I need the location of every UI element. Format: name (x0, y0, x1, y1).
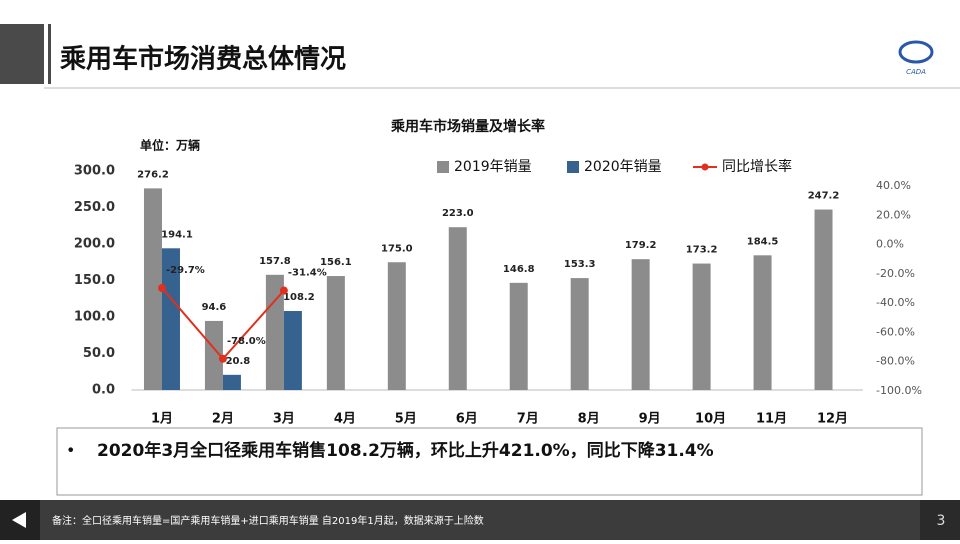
legend-label: 2020年销量 (584, 159, 662, 175)
line-point (279, 286, 288, 295)
legend-swatch (567, 161, 579, 173)
bullet-box (56, 427, 923, 496)
unit-label: 单位：万辆 (140, 138, 200, 153)
x-tick-label: 6月 (456, 412, 478, 427)
y-tick-label: 150.0 (74, 273, 115, 288)
logo-mark (898, 40, 934, 64)
bar (570, 278, 589, 390)
y2-tick-label: 0.0% (876, 238, 904, 251)
data-label: 184.5 (747, 236, 779, 247)
data-label: 146.8 (503, 264, 535, 275)
bar (692, 263, 711, 390)
line-point (218, 354, 227, 363)
bullet-dot: • (66, 441, 75, 460)
data-label: 223.0 (442, 208, 474, 219)
y-tick-label: 50.0 (83, 346, 115, 361)
y-tick-label: 0.0 (92, 383, 115, 398)
y2-tick-label: -40.0% (876, 296, 915, 309)
data-label: 108.2 (283, 292, 315, 303)
y-tick-label: 250.0 (74, 200, 115, 215)
data-label: 179.2 (625, 240, 657, 251)
y-tick-label: 300.0 (74, 164, 115, 179)
data-label: 175.0 (381, 243, 413, 254)
bar (204, 320, 223, 390)
y2-tick-label: -100.0% (876, 384, 922, 397)
data-label: 20.8 (226, 356, 251, 367)
data-label: 247.2 (808, 191, 840, 202)
bar (753, 255, 772, 390)
y2-tick-label: -60.0% (876, 325, 915, 338)
y2-tick-label: -80.0% (876, 355, 915, 368)
bar (143, 188, 162, 390)
slide-title: 乘用车市场消费总体情况 (59, 44, 346, 75)
data-label: -78.0% (227, 336, 266, 347)
y2-tick-label: 40.0% (876, 179, 911, 192)
bar (387, 262, 406, 390)
data-label: 157.8 (259, 256, 291, 267)
footnote: 备注：全口径乘用车销量=国产乘用车销量+进口乘用车销量 自2019年1月起，数据… (52, 514, 484, 527)
legend-swatch (437, 161, 449, 173)
header-bar (48, 24, 51, 84)
data-label: 153.3 (564, 259, 596, 270)
x-tick-label: 1月 (151, 412, 173, 427)
bar (222, 374, 241, 390)
x-tick-label: 7月 (517, 412, 539, 427)
y2-tick-label: 20.0% (876, 208, 911, 221)
legend-dot (701, 163, 709, 171)
legend-label: 2019年销量 (454, 159, 532, 175)
bar (631, 259, 650, 390)
x-tick-label: 10月 (695, 412, 726, 427)
data-label: 173.2 (686, 245, 718, 256)
bar (161, 248, 180, 390)
page-box (920, 500, 960, 540)
bullet-text: 2020年3月全口径乘用车销售108.2万辆，环比上升421.0%，同比下降31… (97, 440, 714, 461)
data-label: 156.1 (320, 257, 352, 268)
bar (326, 276, 345, 390)
footer (0, 500, 960, 540)
data-label: -29.7% (166, 265, 205, 276)
chart-title: 乘用车市场销量及增长率 (390, 118, 545, 135)
data-label: 94.6 (202, 302, 227, 313)
bar (814, 209, 833, 390)
y2-tick-label: -20.0% (876, 267, 915, 280)
x-tick-label: 11月 (756, 412, 787, 427)
data-label: -31.4% (288, 268, 327, 279)
x-tick-label: 12月 (817, 412, 848, 427)
x-tick-label: 3月 (273, 412, 295, 427)
data-label: 276.2 (137, 169, 169, 180)
nav-arrow (12, 512, 26, 528)
bar (448, 227, 467, 390)
line-point (157, 284, 166, 293)
x-tick-label: 4月 (334, 412, 356, 427)
bar (509, 282, 528, 390)
x-tick-label: 9月 (639, 412, 661, 427)
legend-label: 同比增长率 (722, 158, 792, 175)
bar (283, 311, 302, 390)
bar (265, 274, 284, 390)
header-block (0, 24, 44, 84)
page-number: 3 (937, 513, 946, 529)
x-tick-label: 8月 (578, 412, 600, 427)
y-tick-label: 200.0 (74, 237, 115, 252)
logo-text: CADA (906, 68, 926, 76)
y-tick-label: 100.0 (74, 310, 115, 325)
x-tick-label: 5月 (395, 412, 417, 427)
data-label: 194.1 (161, 229, 193, 240)
x-tick-label: 2月 (212, 412, 234, 427)
